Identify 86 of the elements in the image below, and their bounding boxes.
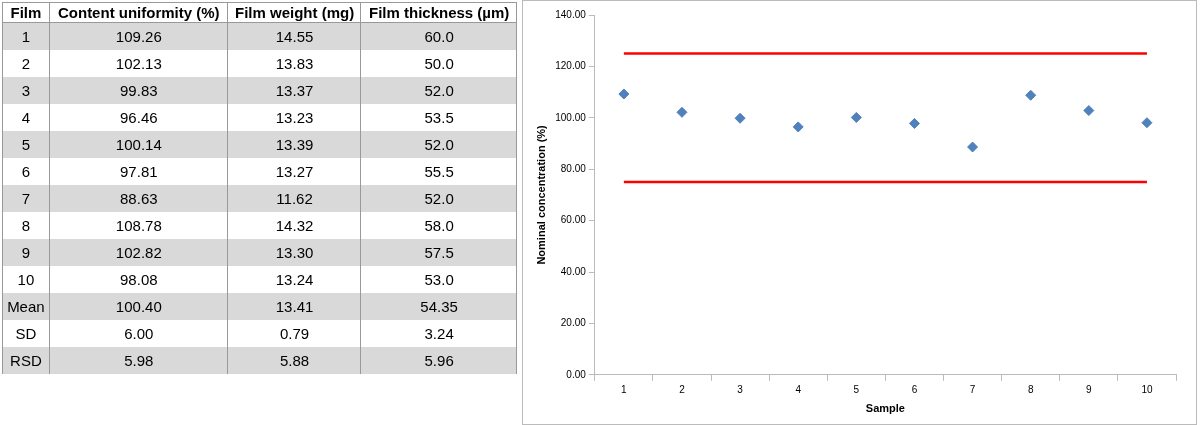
data-label: 0.79 [278,324,311,344]
x-tick-label: Content uniformity (%) [49,2,228,23]
data-label: 3.24 [423,324,455,344]
data-label: 57.5 [361,239,517,266]
data-label: 55.5 [423,162,455,182]
y-tick-label: 0.00 [566,368,587,380]
y-tick-label: Mean [2,293,50,320]
x-tick-label: 1 [621,383,628,395]
data-label: 5.96 [361,347,517,374]
data-label: 13.27 [274,162,315,182]
x-tick-label: 5 [853,383,860,395]
data-label: 6.00 [123,324,155,344]
point [850,111,862,123]
data-label: 100.40 [49,293,228,320]
x-tick-label: 3 [737,383,744,395]
y-tick-label: RSD [2,347,50,374]
data-label: 14.32 [274,216,315,236]
y-tick-label: 8 [20,216,32,236]
data-label: 50.0 [423,54,455,74]
point [1025,89,1037,101]
y-tick-label: 20.00 [560,317,587,329]
data-label: 13.37 [227,77,362,104]
x-tick-label: Film weight (mg) [227,2,362,23]
y-tick-label: 40.00 [560,265,587,277]
data-label: 108.78 [114,216,163,236]
data-label: 5.98 [49,347,228,374]
y-tick-label: 80.00 [560,162,587,174]
data-label: 53.0 [423,270,455,290]
y-tick-label: 140.00 [555,8,587,20]
x-tick-label: 8 [1027,383,1034,395]
point [676,106,688,118]
data-label: 102.82 [49,239,228,266]
data-label: 52.0 [361,185,517,212]
data-label: 11.62 [227,185,362,212]
y-tick-label: 120.00 [555,60,587,72]
x-tick-label: Film thickness (µm) [361,2,517,23]
y-axis-title: Film [2,2,50,23]
point [967,141,979,153]
point [1141,117,1153,129]
data-label: 98.08 [119,270,159,290]
y-tick-label: SD [14,324,38,344]
x-tick-label: 9 [1086,383,1093,395]
data-label: 13.24 [274,270,315,290]
point [618,88,630,100]
y-tick-label: 7 [2,185,50,212]
x-tick-label: 7 [969,383,976,395]
y-axis-title: Nominal concentration (%) [534,124,547,265]
point [734,112,746,124]
point [1083,105,1095,117]
data-label: 52.0 [361,131,517,158]
data-label: 60.0 [361,23,517,50]
y-tick-label: 4 [20,108,32,128]
data-label: 109.26 [49,23,228,50]
data-label: 13.23 [274,108,315,128]
x-tick-label: 4 [795,383,802,395]
data-label: 100.14 [49,131,228,158]
data-label: 58.0 [423,216,455,236]
y-tick-label: 60.00 [560,214,587,226]
y-tick-label: 9 [2,239,50,266]
data-label: 13.41 [227,293,362,320]
x-tick-label: 6 [911,383,918,395]
y-tick-label: 1 [2,23,50,50]
point [908,117,920,129]
y-tick-label: 6 [20,162,32,182]
data-label: 13.39 [227,131,362,158]
y-tick-label: 3 [2,77,50,104]
data-label: 5.88 [227,347,362,374]
data-label: 97.81 [119,162,159,182]
y-tick-label: 10 [16,270,36,290]
data-label: 53.5 [423,108,455,128]
data-label: 52.0 [361,77,517,104]
data-label: 99.83 [49,77,228,104]
data-label: 13.83 [274,54,315,74]
data-label: 96.46 [119,108,159,128]
point [792,121,804,133]
data-label: 54.35 [361,293,517,320]
x-tick-label: 10 [1141,383,1153,395]
data-label: 102.13 [114,54,163,74]
data-label: 88.63 [49,185,228,212]
data-label: 14.55 [227,23,362,50]
data-label: 13.30 [227,239,362,266]
y-tick-label: 2 [20,54,32,74]
x-axis-title: Sample [865,402,905,415]
y-tick-label: 100.00 [555,111,587,123]
y-tick-label: 5 [2,131,50,158]
x-tick-label: 2 [679,383,686,395]
